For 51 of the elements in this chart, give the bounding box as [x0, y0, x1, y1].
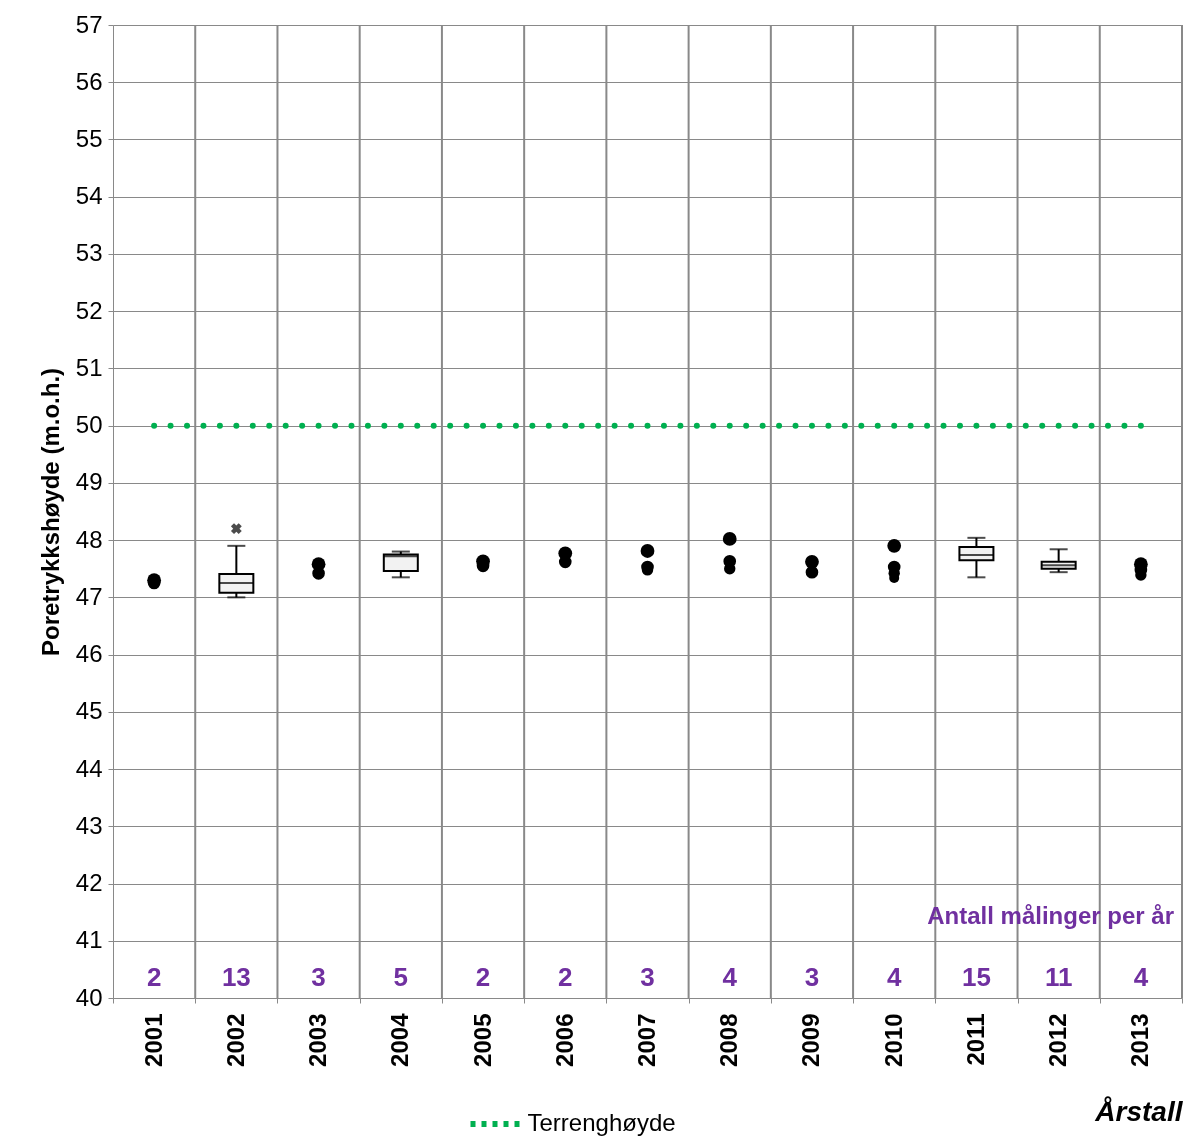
annotation: 11	[1044, 962, 1073, 992]
x-axis-title: Årstall	[1094, 1095, 1184, 1127]
y-tick-label: 48	[75, 525, 103, 553]
y-tick-label: 45	[75, 697, 103, 725]
x-tick-label: 2007	[633, 1013, 660, 1067]
x-tick-label: 2004	[386, 1012, 414, 1067]
x-tick-label: 2001	[139, 1013, 167, 1067]
y-tick-label: 55	[75, 124, 103, 152]
annotation: 3	[311, 962, 326, 992]
y-tick-label: 42	[75, 869, 103, 897]
y-tick-label: 44	[75, 754, 103, 782]
x-tick-label: 2013	[1126, 1013, 1154, 1067]
annotation: 5	[393, 962, 409, 992]
x-tick-label: 2010	[879, 1013, 907, 1067]
y-tick-label: 52	[75, 296, 103, 324]
point	[722, 532, 737, 546]
annotation: 4	[886, 962, 902, 992]
annotation: 2	[475, 962, 491, 992]
point	[640, 544, 655, 558]
y-tick-label: 51	[75, 353, 103, 381]
x-tick-label: 2011	[961, 1013, 989, 1066]
y-tick-label: 43	[75, 811, 103, 839]
x-tick-label: 2003	[304, 1013, 332, 1067]
y-tick-label: 54	[75, 182, 103, 210]
x-tick-label: 2002	[221, 1013, 249, 1067]
annotation: 2	[146, 962, 162, 992]
y-tick-label: 41	[75, 926, 103, 954]
x-tick-label: 2005	[468, 1013, 496, 1067]
legend-label: Terrenghøyde	[527, 1109, 676, 1136]
y-tick-label: 50	[75, 411, 103, 439]
y-tick-label: 56	[75, 67, 103, 95]
annotation: 15	[961, 962, 991, 992]
annotation: 4	[722, 962, 738, 992]
y-tick-label: 49	[75, 468, 103, 496]
y-tick-label: 57	[75, 10, 103, 38]
y-tick-label: 47	[75, 582, 103, 610]
point	[887, 538, 902, 553]
annotation: 4	[1133, 962, 1149, 992]
annotation: 3	[640, 962, 655, 992]
y-tick-label: 40	[75, 983, 103, 1011]
point	[805, 565, 819, 579]
y-axis-title: Poretrykkshøyde (m.o.h.)	[36, 367, 64, 657]
x-tick-label: 2006	[550, 1013, 578, 1067]
x-tick-label: 2012	[1044, 1013, 1072, 1067]
y-tick-label: 46	[75, 640, 103, 668]
annotation: 13	[221, 962, 251, 992]
x-tick-label: 2009	[797, 1013, 825, 1067]
y-tick-label: 53	[75, 239, 103, 267]
annotation: 3	[804, 962, 820, 992]
annotation: 2	[558, 962, 573, 992]
x-tick-label: 2008	[715, 1013, 743, 1067]
